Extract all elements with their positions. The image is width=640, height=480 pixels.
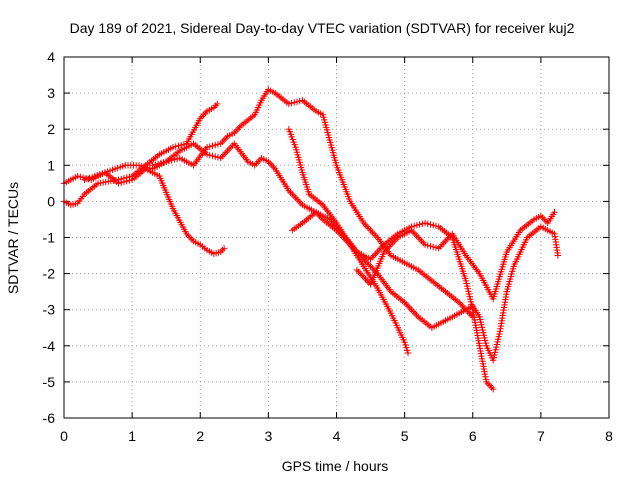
plus-marker (203, 151, 211, 158)
x-tick-label: 5 (401, 428, 409, 444)
plus-marker (209, 152, 216, 160)
plus-marker (157, 159, 164, 167)
y-tick-label: 4 (47, 49, 55, 65)
plus-marker (403, 347, 411, 354)
series-line (84, 88, 474, 318)
plus-marker (77, 173, 84, 181)
plus-marker (430, 222, 437, 229)
series-track-a (60, 100, 221, 209)
plus-marker (421, 219, 429, 227)
series-track-f (289, 209, 497, 393)
plot-frame (63, 56, 610, 419)
plus-marker (115, 180, 122, 187)
y-tick-label: 1 (47, 157, 55, 173)
plus-marker (296, 97, 303, 105)
plus-marker (206, 151, 213, 159)
plus-marker (212, 153, 219, 160)
plus-marker (126, 177, 133, 184)
plus-marker (212, 141, 219, 149)
x-tick-label: 1 (128, 428, 136, 444)
plus-marker (206, 143, 213, 150)
plus-marker (413, 222, 421, 229)
y-tick-label: -1 (43, 230, 56, 246)
plus-marker (123, 177, 130, 185)
plot-area (60, 86, 562, 393)
x-tick-label: 3 (264, 428, 272, 444)
plus-marker (214, 141, 222, 148)
x-tick-label: 4 (333, 428, 341, 444)
plus-marker (432, 244, 440, 251)
plus-marker (154, 160, 162, 168)
plus-marker (424, 220, 431, 227)
plus-marker (291, 99, 298, 106)
plus-marker (175, 142, 182, 150)
y-tick-label: -5 (43, 374, 56, 390)
x-tick-label: 6 (469, 428, 477, 444)
y-tick-label: 3 (47, 85, 55, 101)
plus-marker (427, 242, 434, 250)
y-tick-label: 0 (47, 193, 55, 209)
series-track-c (81, 86, 476, 321)
chart-title: Day 189 of 2021, Sidereal Day-to-day VTE… (70, 20, 575, 36)
plus-marker (138, 162, 145, 170)
x-tick-label: 8 (605, 428, 613, 444)
plus-marker (74, 172, 81, 180)
plus-marker (432, 222, 440, 230)
plus-marker (220, 245, 228, 252)
plus-marker (118, 179, 125, 186)
plus-marker (489, 385, 497, 393)
plus-marker (404, 349, 412, 357)
plus-marker (421, 241, 429, 248)
y-tick-label: 2 (47, 121, 55, 137)
x-axis-label: GPS time / hours (282, 458, 389, 474)
plus-marker (416, 221, 423, 228)
plus-marker (120, 178, 128, 186)
plus-marker (169, 144, 177, 151)
plus-marker (214, 154, 222, 161)
y-tick-label: -2 (43, 266, 56, 282)
plus-marker (172, 143, 179, 150)
plus-marker (203, 144, 211, 151)
plus-marker (141, 163, 148, 170)
plus-marker (402, 341, 409, 349)
plus-marker (427, 221, 434, 228)
plus-marker (177, 141, 185, 149)
plus-marker (149, 162, 156, 169)
x-tick-label: 7 (537, 428, 545, 444)
y-tick-label: -4 (43, 338, 56, 354)
series-track-e (285, 126, 562, 364)
plus-marker (160, 159, 167, 166)
tick-labels: 0 1 2 3 4 5 6 7 8 -6 -5 -4 -3 -2 -1 0 1 2 3 4 (43, 49, 614, 444)
plus-marker (288, 100, 295, 107)
plus-marker (410, 222, 418, 230)
plus-marker (135, 162, 143, 169)
series-track-g (353, 209, 558, 303)
plus-marker (419, 220, 426, 227)
y-tick-label: -6 (43, 410, 56, 426)
plus-marker (430, 243, 437, 251)
y-tick-label: -3 (43, 302, 56, 318)
plus-marker (401, 338, 408, 346)
plus-marker (152, 161, 159, 168)
plus-marker (209, 142, 216, 150)
plus-marker (285, 100, 293, 108)
plus-marker (554, 252, 562, 259)
y-axis-label: SDTVAR / TECUs (5, 182, 21, 294)
plus-marker (143, 164, 151, 171)
x-tick-label: 0 (60, 428, 68, 444)
plus-marker (424, 242, 431, 249)
plus-marker (403, 344, 410, 351)
plus-marker (293, 98, 301, 105)
series-track-d (149, 140, 412, 357)
series-line (63, 103, 218, 206)
x-tick-label: 2 (196, 428, 204, 444)
plus-marker (214, 100, 221, 108)
plus-marker (551, 209, 558, 216)
